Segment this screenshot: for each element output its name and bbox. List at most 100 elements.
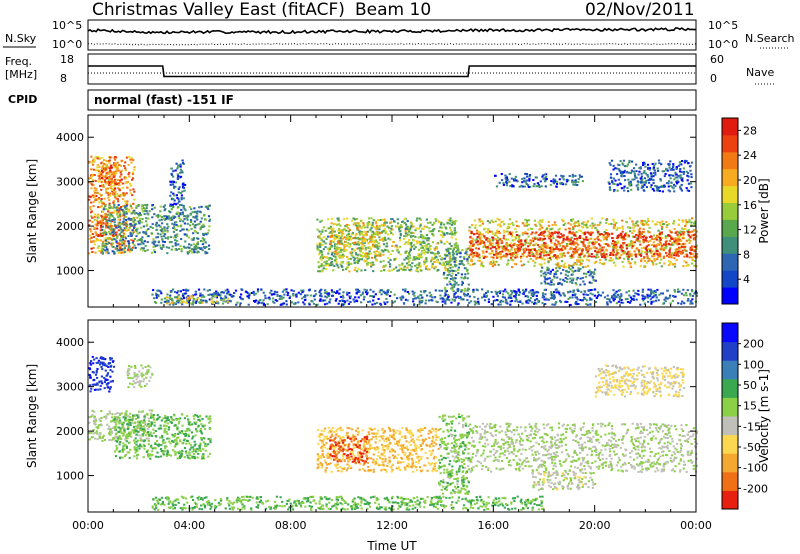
power-cell bbox=[515, 292, 518, 294]
power-cell bbox=[581, 249, 584, 252]
power-cell bbox=[285, 288, 288, 291]
power-cell bbox=[685, 239, 688, 242]
power-cell bbox=[462, 298, 465, 301]
power-cell bbox=[553, 296, 556, 299]
power-cell bbox=[167, 236, 170, 239]
power-cell bbox=[522, 248, 525, 251]
power-cell bbox=[94, 155, 97, 158]
power-cell bbox=[513, 295, 516, 298]
power-cell bbox=[543, 288, 546, 291]
power-cell bbox=[110, 185, 113, 188]
power-cell bbox=[675, 254, 678, 257]
power-cell bbox=[407, 243, 410, 245]
power-cell bbox=[129, 189, 132, 192]
power-cell bbox=[503, 296, 506, 299]
power-cell bbox=[336, 217, 339, 220]
power-cell bbox=[107, 240, 110, 243]
power-cell bbox=[626, 234, 629, 237]
power-cell bbox=[133, 238, 136, 240]
power-cell bbox=[558, 291, 561, 294]
power-cell bbox=[418, 297, 421, 300]
power-cell bbox=[408, 260, 411, 263]
power-cell bbox=[375, 227, 378, 230]
power-cell bbox=[568, 248, 571, 251]
power-cell bbox=[529, 249, 532, 251]
power-cell bbox=[118, 183, 121, 186]
power-cell bbox=[551, 303, 554, 306]
power-cell bbox=[583, 254, 586, 257]
power-cell bbox=[333, 245, 336, 248]
power-cell bbox=[112, 228, 115, 231]
power-cell bbox=[105, 241, 108, 243]
power-cell bbox=[170, 248, 173, 251]
power-cell bbox=[90, 247, 93, 250]
power-cell bbox=[201, 240, 204, 243]
power-cell bbox=[208, 220, 211, 222]
power-cell bbox=[101, 177, 104, 179]
power-cell bbox=[114, 172, 117, 175]
power-cell bbox=[526, 232, 529, 235]
power-cell bbox=[368, 253, 371, 256]
power-cell bbox=[495, 254, 498, 257]
power-cell bbox=[443, 287, 446, 290]
power-cell bbox=[466, 299, 469, 301]
power-cell bbox=[130, 161, 133, 164]
power-cell bbox=[431, 256, 434, 259]
power-cell bbox=[172, 215, 175, 218]
power-cell bbox=[176, 173, 179, 176]
power-cell bbox=[141, 240, 144, 243]
power-cell bbox=[453, 296, 456, 298]
power-cell bbox=[342, 243, 345, 246]
power-cell bbox=[97, 245, 100, 248]
power-cell bbox=[337, 242, 340, 245]
power-cell bbox=[96, 214, 99, 217]
power-cell bbox=[620, 295, 623, 298]
power-cell bbox=[114, 223, 117, 226]
power-cell bbox=[535, 251, 538, 254]
power-cell bbox=[552, 293, 555, 296]
power-cell bbox=[562, 263, 566, 266]
power-cell bbox=[653, 257, 656, 260]
power-cell bbox=[612, 240, 615, 242]
power-cell bbox=[374, 220, 378, 223]
power-cell bbox=[615, 228, 618, 231]
power-cell bbox=[364, 248, 367, 251]
power-cell bbox=[443, 295, 446, 297]
power-cell bbox=[130, 184, 133, 187]
power-cell bbox=[156, 236, 160, 239]
power-cell bbox=[499, 290, 502, 293]
power-cell bbox=[182, 204, 185, 207]
power-cell bbox=[203, 225, 206, 228]
power-cell bbox=[324, 260, 327, 263]
power-cell bbox=[285, 290, 288, 293]
power-cell bbox=[209, 293, 212, 296]
power-cell bbox=[354, 222, 357, 225]
power-cell bbox=[360, 227, 363, 230]
power-cell bbox=[485, 238, 488, 241]
power-cell bbox=[118, 243, 121, 246]
power-cell bbox=[322, 255, 325, 258]
power-cell bbox=[104, 239, 107, 242]
power-cell bbox=[512, 255, 515, 258]
power-cell bbox=[535, 250, 538, 252]
power-cell bbox=[454, 296, 457, 299]
power-cell bbox=[557, 240, 560, 243]
power-cell bbox=[171, 203, 174, 206]
power-cell bbox=[559, 299, 562, 302]
power-cell bbox=[471, 237, 474, 240]
power-cell bbox=[472, 290, 475, 293]
power-cell bbox=[473, 262, 476, 265]
power-cell bbox=[341, 266, 344, 269]
power-cell bbox=[347, 258, 350, 260]
power-cell bbox=[555, 258, 558, 261]
power-cell bbox=[370, 264, 373, 267]
power-cell bbox=[656, 221, 659, 223]
power-cell bbox=[319, 241, 322, 244]
power-cell bbox=[457, 287, 460, 290]
power-cell bbox=[466, 268, 469, 271]
power-cell bbox=[111, 219, 114, 221]
power-cell bbox=[484, 236, 487, 239]
power-cell bbox=[318, 237, 321, 239]
power-cell bbox=[318, 243, 322, 246]
power-cell bbox=[619, 297, 622, 300]
